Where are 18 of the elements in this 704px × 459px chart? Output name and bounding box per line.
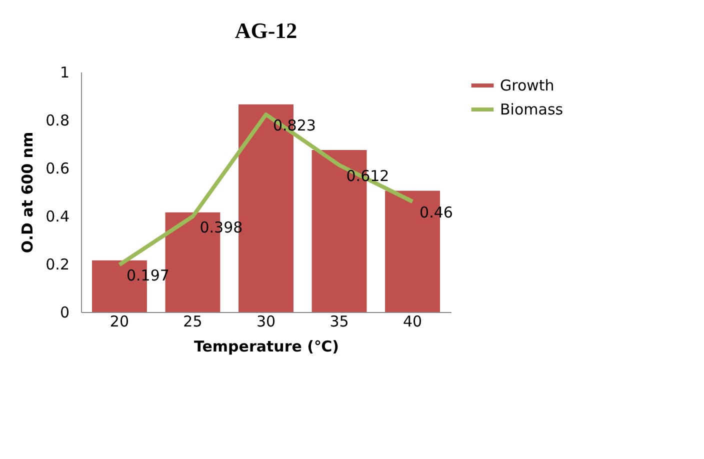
x-tick-label: 30 xyxy=(256,312,276,330)
y-tick-label: 0.8 xyxy=(46,112,70,130)
x-tick-label: 25 xyxy=(183,312,202,330)
y-tick-label: 0.6 xyxy=(46,160,70,178)
x-axis-title: Temperature (℃) xyxy=(194,338,339,356)
y-tick-label: 0.4 xyxy=(46,208,70,226)
y-tick-label: 0.2 xyxy=(46,256,70,274)
line-series xyxy=(117,112,415,267)
y-tick-label: 1 xyxy=(60,64,70,82)
legend-label: Growth xyxy=(500,76,554,94)
y-axis-title: O.D at 600 nm xyxy=(18,132,37,254)
data-label: 0.612 xyxy=(346,167,390,186)
x-tick-label: 20 xyxy=(110,312,130,330)
chart-title: AG-12 xyxy=(234,18,298,43)
x-tick-label: 40 xyxy=(402,312,422,330)
y-tick-label: 0 xyxy=(60,304,70,322)
x-tick-label: 35 xyxy=(330,312,349,330)
legend-label: Biomass xyxy=(500,100,564,118)
